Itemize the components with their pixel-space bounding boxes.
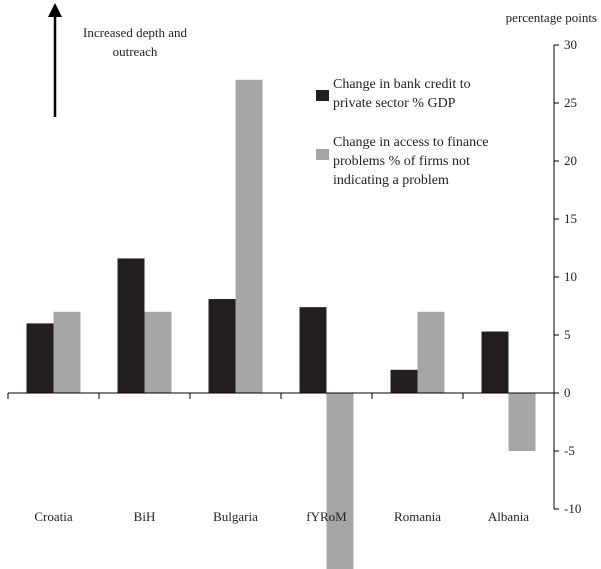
bar-access-finance-bih: [144, 311, 172, 393]
bar-bank-credit-romania: [390, 369, 418, 393]
y-tick-label: -10: [564, 501, 581, 516]
axes: Croatia BiH Bulgaria fYRoM Romania Albania -10…: [7, 37, 581, 524]
y-tick-label: -5: [564, 443, 575, 458]
bars: [26, 79, 536, 569]
x-tick-label: Bulgaria: [213, 509, 258, 524]
bar-bank-credit-fyrom: [299, 307, 327, 393]
x-tick-label: Albania: [488, 509, 529, 524]
legend-label: problems % of firms not: [333, 154, 470, 169]
x-tick-label: Romania: [394, 509, 441, 524]
bar-access-finance-romania: [417, 311, 445, 393]
legend-label: indicating a problem: [333, 173, 449, 188]
bar-bank-credit-bulgaria: [208, 299, 236, 393]
bar-access-finance-croatia: [53, 311, 81, 393]
y-tick-label: 20: [564, 153, 577, 168]
bar-access-finance-fyrom: [326, 393, 354, 569]
y-tick-label: 10: [564, 269, 577, 284]
bar-bank-credit-croatia: [26, 323, 54, 393]
annotation-line-1: Increased depth and: [83, 25, 187, 40]
bar-access-finance-albania: [508, 393, 536, 451]
y-axis-label: percentage points: [506, 10, 597, 25]
legend-label: Change in access to finance: [333, 135, 489, 150]
legend-swatch-access-finance: [316, 149, 329, 160]
x-tick-label: BiH: [134, 509, 156, 524]
bar-bank-credit-bih: [117, 258, 145, 393]
y-tick-label: 15: [564, 211, 577, 226]
y-tick-label: 5: [564, 327, 571, 342]
y-tick-label: 0: [564, 385, 571, 400]
legend-label: Change in bank credit to: [333, 77, 471, 92]
y-tick-label: 30: [564, 37, 577, 52]
y-tick-label: 25: [564, 95, 577, 110]
x-tick-label: Croatia: [34, 509, 72, 524]
legend: Change in bank credit to private sector %…: [316, 77, 489, 188]
bar-access-finance-bulgaria: [235, 79, 263, 394]
depth-arrow: [48, 3, 62, 117]
x-tick-label: fYRoM: [306, 509, 347, 524]
legend-label: private sector % GDP: [333, 96, 456, 111]
annotation-line-2: outreach: [113, 44, 158, 59]
bar-bank-credit-albania: [481, 331, 509, 393]
legend-swatch-bank-credit: [316, 90, 329, 101]
